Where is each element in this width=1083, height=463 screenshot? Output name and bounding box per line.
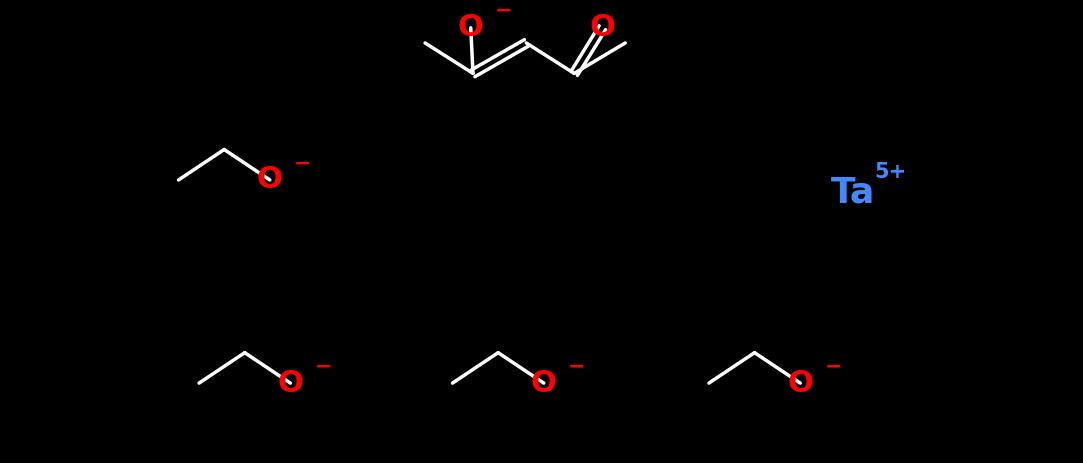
Text: O: O: [787, 369, 813, 398]
Text: O: O: [458, 13, 484, 42]
Text: O: O: [589, 13, 615, 42]
Text: O: O: [531, 369, 557, 398]
Text: −: −: [315, 357, 332, 376]
Text: 5+: 5+: [875, 162, 908, 181]
Text: O: O: [277, 369, 303, 398]
Text: −: −: [495, 1, 512, 21]
Text: −: −: [569, 357, 586, 376]
Text: Ta: Ta: [831, 176, 875, 210]
Text: −: −: [295, 153, 312, 173]
Text: O: O: [257, 165, 283, 194]
Text: −: −: [824, 357, 843, 376]
